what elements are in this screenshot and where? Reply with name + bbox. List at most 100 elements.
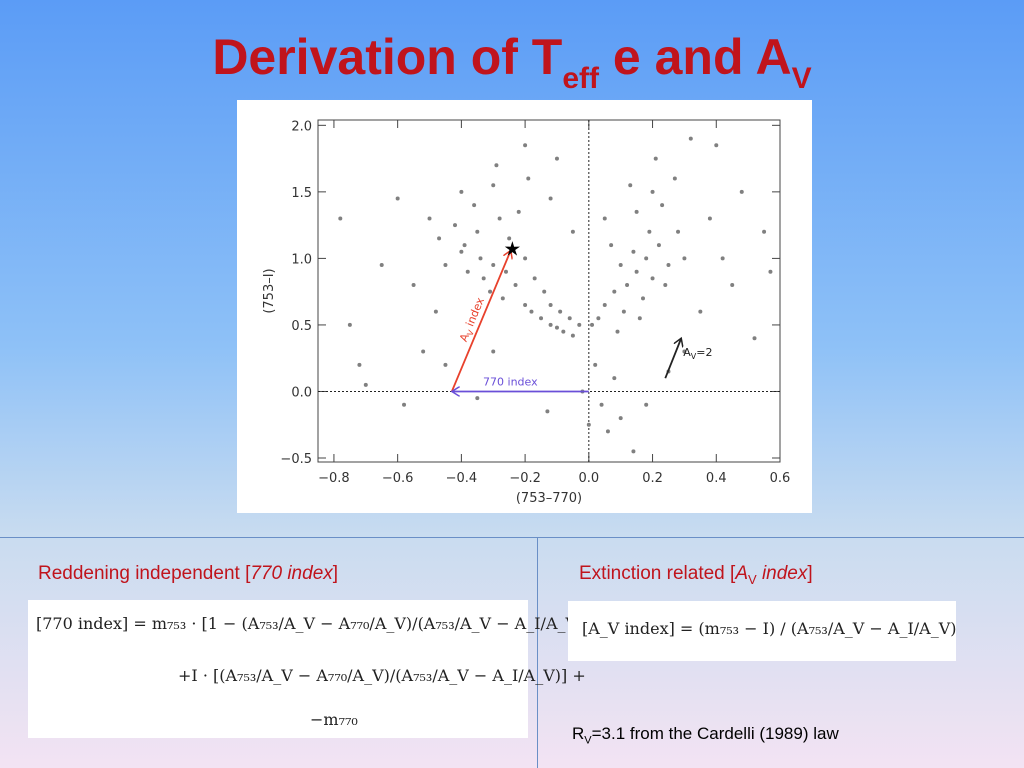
data-point xyxy=(650,276,655,281)
data-point xyxy=(500,296,505,301)
data-point xyxy=(698,309,703,314)
title-text: Derivation of T xyxy=(212,29,563,85)
data-point xyxy=(523,302,528,307)
formula-line: [770 index] = m₇₅₃ · [1 − (A₇₅₃/A_V − A₇… xyxy=(36,614,609,633)
data-point xyxy=(602,302,607,307)
data-point xyxy=(615,329,620,334)
arrow-label-text: =2 xyxy=(696,346,712,359)
data-point xyxy=(739,189,744,194)
data-point xyxy=(481,276,486,281)
y-tick-label: 1.5 xyxy=(291,186,312,201)
data-point xyxy=(660,203,665,208)
data-point xyxy=(567,316,572,321)
data-point xyxy=(427,216,432,221)
data-point xyxy=(561,329,566,334)
y-tick-label: 2.0 xyxy=(291,119,312,134)
data-point xyxy=(634,209,639,214)
arrow-label-text: A xyxy=(683,346,691,359)
data-point xyxy=(542,289,547,294)
data-point xyxy=(421,349,426,354)
data-point xyxy=(462,243,467,248)
data-point xyxy=(666,263,671,268)
footnote-text: =3.1 from the Cardelli (1989) law xyxy=(591,724,839,743)
data-point xyxy=(453,223,458,228)
data-point xyxy=(529,309,534,314)
arrow-label: 770 index xyxy=(483,375,538,388)
arrow-label: AV index xyxy=(457,295,489,344)
data-point xyxy=(523,256,528,261)
data-point xyxy=(714,143,719,148)
divider xyxy=(537,537,538,768)
data-point xyxy=(612,289,617,294)
caption-text: ] xyxy=(332,563,339,584)
data-point xyxy=(433,309,438,314)
data-point xyxy=(443,362,448,367)
data-point xyxy=(402,402,407,407)
data-point xyxy=(682,256,687,261)
data-point xyxy=(523,143,528,148)
data-point xyxy=(491,183,496,188)
arrow xyxy=(450,250,511,392)
data-point xyxy=(503,269,508,274)
data-point xyxy=(545,409,550,414)
data-point xyxy=(682,349,687,354)
highlight-star xyxy=(504,241,520,256)
data-point xyxy=(411,283,416,288)
y-axis-label: (753–I) xyxy=(262,268,277,313)
title-text: e and A xyxy=(599,29,792,85)
x-tick-label: 0.2 xyxy=(642,471,663,486)
data-point xyxy=(647,229,652,234)
data-point xyxy=(347,322,352,327)
data-point xyxy=(618,263,623,268)
data-point xyxy=(596,316,601,321)
caption-italic: A xyxy=(735,563,748,584)
data-point xyxy=(720,256,725,261)
data-point xyxy=(437,236,442,241)
x-tick-label: −0.6 xyxy=(382,471,414,486)
title-sub: V xyxy=(791,62,812,95)
footnote-sub: V xyxy=(584,734,592,747)
data-point xyxy=(612,376,617,381)
caption-italic: 770 index xyxy=(250,563,333,584)
data-point xyxy=(491,349,496,354)
data-point xyxy=(478,256,483,261)
data-point xyxy=(475,229,480,234)
y-tick-label: 1.0 xyxy=(291,252,312,267)
data-point xyxy=(656,243,661,248)
data-point xyxy=(762,229,767,234)
data-point xyxy=(338,216,343,221)
data-point xyxy=(672,176,677,181)
footnote-text: R xyxy=(572,724,585,743)
data-point xyxy=(475,396,480,401)
arrow-label-text: index xyxy=(462,295,487,331)
caption-sub: V xyxy=(748,571,757,587)
data-point xyxy=(586,422,591,427)
data-point xyxy=(548,302,553,307)
x-axis-label: (753–770) xyxy=(516,491,582,506)
data-point xyxy=(707,216,712,221)
data-point xyxy=(631,249,636,254)
data-point xyxy=(599,402,604,407)
slide-title: Derivation of Teff e and AV xyxy=(0,28,1024,96)
data-point xyxy=(497,216,502,221)
data-point xyxy=(634,269,639,274)
data-point xyxy=(650,189,655,194)
data-point xyxy=(637,316,642,321)
caption-text: ] xyxy=(807,563,813,584)
formula-box: [A_V index] = (m₇₅₃ − I) / (A₇₅₃/A_V − A… xyxy=(568,601,957,661)
data-point xyxy=(554,156,559,161)
data-point xyxy=(676,229,681,234)
data-point xyxy=(491,263,496,268)
formula-line: +I · [(A₇₅₃/A_V − A₇₇₀/A_V)/(A₇₅₃/A_V − … xyxy=(178,666,586,685)
caption-text: Extinction related [ xyxy=(579,563,736,584)
footnote: RV=3.1 from the Cardelli (1989) law xyxy=(572,724,839,746)
data-point xyxy=(628,183,633,188)
data-point xyxy=(752,336,757,341)
arrow-label-sub: V xyxy=(691,352,697,361)
y-tick-label: −0.5 xyxy=(280,452,312,467)
caption: Reddening independent [770 index] xyxy=(38,563,338,585)
data-point xyxy=(590,322,595,327)
data-point xyxy=(577,322,582,327)
data-point xyxy=(618,416,623,421)
